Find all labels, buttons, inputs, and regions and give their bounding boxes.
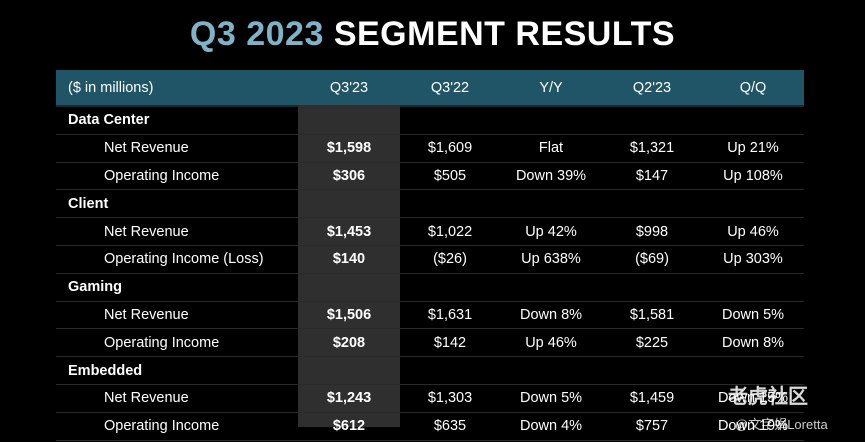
table-row: Operating Income (Loss) $140 ($26) Up 638% (… [56, 246, 804, 274]
metric-label: Net Revenue [104, 306, 189, 323]
table-cell: $147 [635, 167, 669, 184]
table-cell: $1,321 [629, 140, 675, 157]
section-row: Embedded [56, 357, 804, 385]
header-q2-23: Q2'23 [632, 79, 672, 96]
section-label: Data Center [68, 112, 150, 129]
table-cell: $1,453 [326, 223, 372, 240]
table-cell: ($69) [635, 251, 669, 268]
table-cell: $1,581 [629, 306, 675, 323]
table-cell: Down 8% [519, 306, 583, 323]
segment-results-table: ($ in millions) Q3'23 Q3'22 Y/Y Q2'23 Q/… [56, 70, 804, 441]
table-cell: Down 15% [717, 390, 789, 407]
page-title: Q3 2023 SEGMENT RESULTS [0, 12, 865, 56]
table-row: Net Revenue $1,506 $1,631 Down 8% $1,581 Down… [56, 302, 804, 330]
table-cell: $1,506 [326, 306, 372, 323]
table-row: Net Revenue $1,243 $1,303 Down 5% $1,459 Down… [56, 385, 804, 413]
table-cell: $140 [332, 251, 366, 268]
table-cell: $505 [433, 167, 467, 184]
title-rest: SEGMENT RESULTS [333, 15, 676, 53]
table-cell: Up 21% [727, 140, 779, 157]
table-cell: $757 [635, 418, 669, 435]
section-row: Gaming [56, 274, 804, 302]
header-units: ($ in millions) [68, 79, 154, 96]
table-cell: $142 [433, 334, 467, 351]
table-cell: $1,022 [427, 223, 473, 240]
metric-label: Operating Income [104, 334, 220, 351]
section-label: Embedded [68, 362, 143, 379]
table-row: Operating Income $306 $505 Down 39% $147 Up 1… [56, 163, 804, 191]
header-q3-23: Q3'23 [329, 79, 369, 96]
table-cell: Up 46% [727, 223, 779, 240]
section-row: Client [56, 190, 804, 219]
table-cell: Down 5% [721, 306, 785, 323]
metric-label: Net Revenue [104, 390, 189, 407]
watermark-author: @文字娟Loretta [735, 417, 828, 432]
table-cell: Flat [538, 140, 564, 157]
table-row: Net Revenue $1,453 $1,022 Up 42% $998 Up 46% [56, 218, 804, 246]
table-cell: Down 8% [721, 334, 785, 351]
table-cell: $208 [332, 334, 366, 351]
metric-label: Net Revenue [104, 140, 189, 157]
table-cell: Down 39% [515, 167, 587, 184]
table-cell: $1,631 [427, 306, 473, 323]
metric-label: Operating Income (Loss) [104, 251, 264, 268]
section-label: Client [68, 195, 109, 212]
table-cell: $1,243 [326, 390, 372, 407]
table-cell: $225 [635, 334, 669, 351]
table-row: Operating Income $208 $142 Up 46% $225 Down 8… [56, 329, 804, 358]
table-body: Data Center Net Revenue $1,598 $1,609 Flat $1… [56, 107, 804, 441]
table-cell: $612 [332, 418, 366, 435]
metric-label: Net Revenue [104, 223, 189, 240]
table-cell: $998 [635, 223, 669, 240]
table-row: Net Revenue $1,598 $1,609 Flat $1,321 Up 21% [56, 135, 804, 163]
title-accent: Q3 2023 [189, 15, 324, 53]
table-cell: $1,598 [326, 140, 372, 157]
section-label: Gaming [68, 279, 122, 296]
watermark-logo-text: 老虎社区 [728, 386, 808, 408]
table-cell: Down 5% [519, 390, 583, 407]
table-cell: Down 4% [519, 418, 583, 435]
table-cell: ($26) [433, 251, 467, 268]
section-row: Data Center [56, 107, 804, 135]
metric-label: Operating Income [104, 167, 220, 184]
table-cell: Up 638% [521, 251, 581, 268]
table-cell: Down 19% [717, 418, 789, 435]
table-cell: $306 [332, 167, 366, 184]
metric-label: Operating Income [104, 418, 220, 435]
table-cell: Up 303% [723, 251, 783, 268]
header-yy: Y/Y [539, 79, 563, 96]
table-cell: Up 46% [525, 334, 577, 351]
table-row: Operating Income $612 $635 Down 4% $757 Down … [56, 413, 804, 441]
header-q3-22: Q3'22 [430, 79, 470, 96]
table-cell: $1,459 [629, 390, 675, 407]
header-qq: Q/Q [739, 79, 767, 96]
table-header: ($ in millions) Q3'23 Q3'22 Y/Y Q2'23 Q/… [56, 70, 804, 107]
table-cell: $635 [433, 418, 467, 435]
current-quarter-highlight [298, 105, 400, 427]
table-cell: Up 108% [723, 167, 783, 184]
table-cell: $1,303 [427, 390, 473, 407]
table-cell: Up 42% [525, 223, 577, 240]
table-cell: $1,609 [427, 140, 473, 157]
